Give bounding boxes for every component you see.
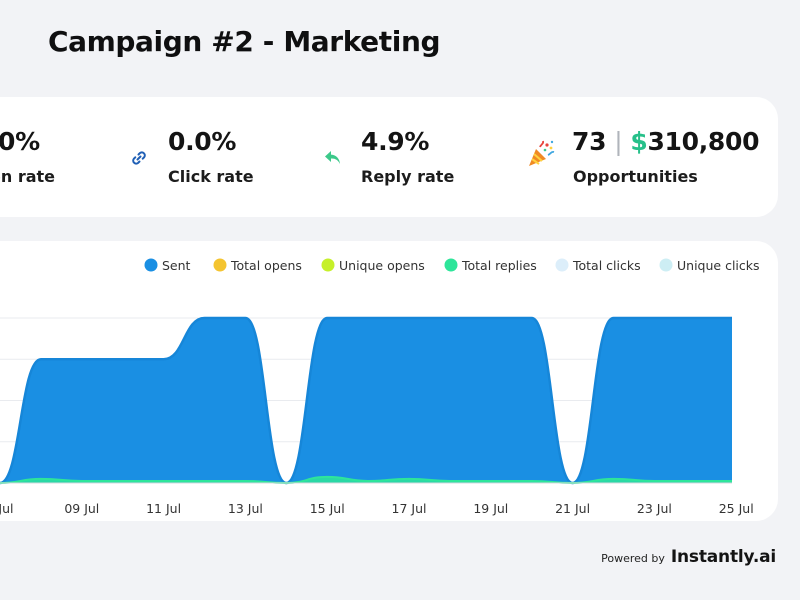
x-tick-label: 09 Jul [64, 501, 99, 516]
stats-card: 0% en rate 0.0% Click rate 4.9% Reply ra… [0, 97, 778, 217]
legend-label: Total opens [230, 258, 302, 273]
legend-swatch [144, 258, 158, 272]
legend-label: Unique clicks [677, 258, 760, 273]
opportunities-currency: $ [630, 127, 648, 156]
legend-swatch [555, 258, 569, 272]
x-tick-label: 25 Jul [719, 501, 754, 516]
x-tick-label: 13 Jul [228, 501, 263, 516]
page-title: Campaign #2 - Marketing [48, 25, 441, 58]
legend-swatch [659, 258, 673, 272]
stat-label: Reply rate [361, 167, 455, 186]
stat-label: en rate [0, 167, 55, 186]
legend-item-unique-opens: Unique opens [321, 258, 425, 273]
legend-item-unique-clicks: Unique clicks [659, 258, 760, 273]
x-tick-label: 11 Jul [146, 501, 181, 516]
chart-card: 7 Jul 09 Jul 11 Jul 13 Jul 15 Jul 17 Jul 19 Ju… [0, 241, 778, 521]
stat-value: 0% [0, 127, 40, 156]
stat-value: 4.9% [361, 127, 430, 156]
legend-item-total-opens: Total opens [213, 258, 302, 273]
legend-swatch [321, 258, 335, 272]
stat-value: 0.0% [168, 127, 237, 156]
stat-value: 73 | $310,800 [572, 127, 760, 156]
stat-label: Opportunities [573, 167, 698, 186]
legend-label: Total clicks [572, 258, 641, 273]
brand-logo[interactable]: Instantly.ai [670, 547, 776, 567]
legend-swatch [213, 258, 227, 272]
opportunities-amount: 310,800 [647, 127, 760, 156]
powered-by: Powered by Instantly.ai [601, 547, 776, 567]
stat-label: Click rate [168, 167, 254, 186]
reply-arrow-icon [322, 147, 344, 169]
legend-label: Sent [162, 258, 191, 273]
opportunities-separator: | [614, 127, 623, 156]
series-line-sent [0, 316, 732, 485]
party-popper-icon [526, 139, 556, 169]
legend-item-sent: Sent [144, 258, 191, 273]
legend-item-total-replies: Total replies [444, 258, 537, 273]
x-tick-label: 15 Jul [310, 501, 345, 516]
x-tick-label: 17 Jul [392, 501, 427, 516]
legend-label: Total replies [461, 258, 537, 273]
legend-item-total-clicks: Total clicks [555, 258, 641, 273]
opportunities-count: 73 [572, 127, 607, 156]
powered-by-label: Powered by [601, 552, 665, 565]
link-icon [128, 147, 150, 169]
x-tick-label: 21 Jul [555, 501, 590, 516]
x-tick-label: 23 Jul [637, 501, 672, 516]
x-tick-label: 7 Jul [0, 501, 14, 516]
area-chart: 7 Jul 09 Jul 11 Jul 13 Jul 15 Jul 17 Jul 19 Ju… [0, 258, 760, 516]
x-tick-label: 19 Jul [473, 501, 508, 516]
series-line-total-replies [0, 475, 732, 485]
legend-swatch [444, 258, 458, 272]
series-area-sent [0, 318, 732, 483]
legend-label: Unique opens [339, 258, 425, 273]
